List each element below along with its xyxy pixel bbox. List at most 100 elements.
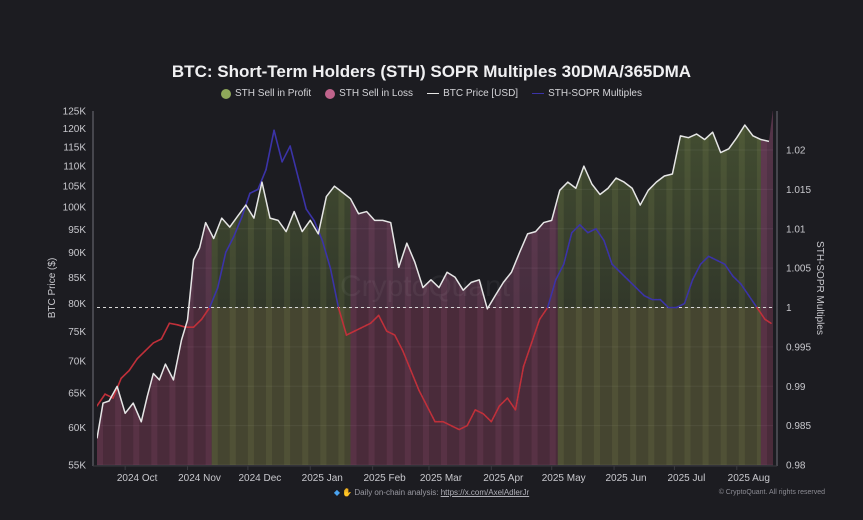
sopr-line-segment [321, 239, 332, 269]
sopr-line-segment [426, 405, 436, 423]
sopr-line-segment [466, 409, 477, 427]
region-stripe [738, 111, 745, 465]
sopr-line-segment [281, 145, 291, 163]
sopr-line-segment [748, 294, 758, 309]
sopr-line-segment [369, 314, 380, 325]
left-tick-label: 85K [68, 273, 86, 284]
sopr-line-segment [385, 330, 396, 336]
sopr-line-segment [554, 263, 565, 281]
sopr-line-segment [474, 409, 485, 415]
region-stripe [368, 111, 375, 465]
sopr-line-segment [200, 306, 211, 321]
x-tick-label: 2024 Nov [178, 473, 221, 484]
sopr-line-segment [490, 405, 501, 423]
region-stripe [684, 111, 691, 465]
sopr-line-segment [353, 326, 364, 332]
footer-text: Daily on-chain analysis: [354, 488, 439, 497]
right-tick-label: 1.02 [786, 146, 806, 157]
right-tick-label: 1.015 [786, 185, 811, 196]
sopr-line-segment [136, 350, 147, 360]
left-tick-label: 110K [63, 162, 86, 173]
legend-label: STH Sell in Loss [339, 88, 414, 99]
region-stripe [612, 111, 619, 465]
sopr-line-segment [410, 369, 420, 391]
x-tick-label: 2025 Jun [605, 473, 646, 484]
left-tick-label: 70K [68, 357, 86, 368]
sopr-line-segment [337, 306, 348, 336]
sopr-line-segment [691, 263, 702, 281]
shaded-regions [97, 109, 773, 465]
sopr-line-segment [627, 279, 637, 289]
sopr-line-segment [168, 322, 179, 326]
x-tick-label: 2025 Aug [728, 473, 770, 484]
left-tick-label: 60K [68, 423, 86, 434]
sopr-line-segment [683, 279, 694, 305]
sopr-line-segment [603, 239, 613, 265]
sopr-line-segment [764, 318, 772, 325]
chart-title: BTC: Short-Term Holders (STH) SOPR Multi… [171, 62, 692, 81]
region-stripe [229, 111, 236, 465]
sopr-line-segment [442, 420, 452, 427]
sopr-line-segment [128, 357, 139, 372]
region-stripe [557, 111, 564, 465]
legend-item-profit[interactable]: STH Sell in Profit [221, 88, 311, 99]
region-stripe [205, 111, 212, 465]
sopr-line-segment [675, 302, 686, 309]
sopr-line-segment [249, 188, 259, 195]
region-stripe [404, 111, 411, 465]
sopr-line-segment [756, 306, 766, 321]
sopr-line-segment [699, 255, 710, 265]
sopr-line-segment [144, 342, 155, 352]
region-stripe [477, 111, 484, 465]
chart-legend: STH Sell in Profit STH Sell in Loss BTC … [0, 88, 863, 99]
x-tick-label: 2025 Apr [483, 473, 524, 484]
sopr-line-icon [532, 92, 545, 95]
sopr-line-segment [216, 251, 227, 289]
sopr-line-segment [305, 208, 316, 222]
right-tick-label: 0.99 [786, 382, 806, 393]
left-tick-label: 90K [68, 248, 86, 259]
sopr-line-segment [192, 318, 203, 328]
sopr-line-segment [546, 279, 557, 309]
sopr-line-segment [393, 334, 404, 352]
sopr-line-segment [329, 267, 340, 309]
sopr-line-segment [361, 322, 372, 328]
sopr-line-segment [160, 322, 171, 340]
region-stripe [441, 111, 448, 465]
sopr-line-segment [643, 294, 654, 301]
region-stripe [211, 111, 218, 465]
left-tick-label: 100K [63, 203, 87, 214]
region-stripe [350, 111, 357, 465]
x-tick-label: 2024 Dec [238, 473, 281, 484]
left-tick-label: 80K [68, 299, 86, 310]
sopr-line-segment [562, 231, 573, 265]
region-stripe [422, 111, 429, 465]
right-axis-title: STH-SOPR Multiples [814, 241, 825, 335]
legend-label: STH-SOPR Multiples [548, 88, 642, 99]
sopr-line-segment [740, 283, 750, 297]
x-tick-label: 2025 Feb [363, 473, 406, 484]
left-tick-label: 105K [63, 182, 87, 193]
sopr-line-segment [208, 287, 219, 309]
legend-item-price[interactable]: BTC Price [USD] [427, 88, 518, 99]
loss-region-lower [760, 307, 773, 465]
region-stripe [666, 111, 673, 465]
legend-item-loss[interactable]: STH Sell in Loss [325, 88, 413, 99]
left-tick-label: 55K [68, 461, 86, 472]
sopr-line-segment [273, 129, 283, 163]
footer-link[interactable]: https://x.com/AxelAdlerJr [440, 488, 530, 497]
sopr-line-segment [530, 318, 541, 344]
x-tick-label: 2024 Oct [117, 473, 158, 484]
legend-item-sopr[interactable]: STH-SOPR Multiples [532, 88, 642, 99]
profit-dot-icon [221, 88, 231, 99]
sopr-line-segment [731, 275, 742, 285]
left-axis-title: BTC Price ($) [47, 258, 58, 319]
sopr-line-segment [498, 397, 509, 407]
sopr-line-segment [377, 314, 388, 332]
right-tick-label: 0.995 [786, 342, 811, 353]
left-tick-label: 120K [63, 124, 87, 135]
right-tick-label: 1.01 [786, 224, 806, 235]
sopr-line-segment [152, 338, 163, 344]
profit-region-lower [557, 307, 761, 465]
